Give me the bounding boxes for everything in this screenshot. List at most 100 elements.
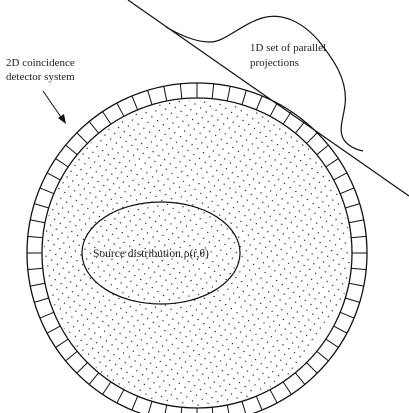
projection-dot: [279, 274, 282, 276]
projection-dot: [315, 333, 317, 335]
projection-dot: [212, 321, 215, 323]
projection-dot: [38, 242, 39, 243]
projection-dot: [196, 198, 198, 200]
projection-dot: [124, 105, 126, 108]
projection-dot: [237, 372, 239, 374]
projection-dot: [214, 245, 216, 247]
projection-dot: [112, 183, 115, 185]
projection-dot: [269, 104, 272, 107]
projection-dot: [218, 239, 220, 242]
projection-dot: [363, 204, 364, 205]
projection-dot: [140, 339, 143, 341]
projection-dot: [160, 54, 161, 55]
projection-dot: [54, 279, 56, 281]
projection-dot: [319, 216, 322, 218]
projection-dot: [86, 147, 88, 149]
projection-dot: [271, 114, 273, 117]
projection-dot: [145, 197, 147, 199]
projection-dot: [199, 72, 200, 73]
projection-dot: [78, 269, 80, 272]
projection-dot: [284, 243, 286, 245]
detector-element: [116, 102, 125, 117]
projection-dot: [281, 223, 283, 225]
projection-dot: [383, 175, 384, 176]
projection-dot: [260, 388, 262, 390]
detector-element: [255, 95, 263, 110]
projection-dot: [318, 181, 321, 183]
projection-dot: [204, 187, 206, 189]
projection-dot: [270, 250, 273, 252]
projection-dot: [8, 297, 9, 298]
projection-dot: [59, 333, 61, 335]
projection-dot: [134, 274, 136, 277]
projection-dot: [132, 265, 134, 267]
projection-dot: [215, 220, 217, 222]
projection-dot: [48, 275, 51, 277]
detector-element: [345, 203, 360, 209]
projection-dot: [259, 217, 262, 219]
projection-dot: [256, 172, 259, 174]
projection-dot: [20, 255, 21, 256]
projection-dot: [126, 371, 128, 374]
projection-dot: [222, 63, 223, 64]
projection-dot: [90, 312, 93, 315]
projection-dot: [259, 242, 261, 244]
projection-dot: [200, 167, 202, 169]
projection-dot: [170, 197, 173, 200]
projection-dot: [321, 226, 324, 228]
projection-dot: [136, 284, 138, 286]
projection-dot: [129, 331, 131, 333]
projection-dot: [97, 351, 100, 354]
projection-dot: [252, 289, 254, 291]
projection-dot: [339, 298, 341, 300]
projection-dot: [251, 339, 253, 341]
projection-dot: [97, 291, 99, 293]
projection-dot: [203, 67, 204, 68]
projection-dot: [150, 81, 151, 82]
projection-dot: [377, 197, 378, 198]
projection-dot: [168, 324, 170, 326]
projection-dot: [284, 132, 287, 134]
projection-dot: [183, 155, 185, 157]
projection-dot: [263, 151, 265, 153]
projection-dot: [305, 274, 307, 276]
projection-dot: [264, 100, 266, 103]
projection-dot: [115, 253, 117, 255]
projection-dot: [139, 193, 142, 195]
projection-dot: [313, 323, 316, 325]
projection-dot: [232, 121, 234, 124]
projection-dot: [253, 324, 255, 326]
projection-dot: [197, 122, 199, 125]
projection-dot: [149, 387, 151, 390]
projection-dot: [231, 257, 234, 259]
projection-dot: [285, 363, 288, 365]
projection-dot: [141, 399, 143, 401]
projection-dot: [367, 198, 368, 199]
projection-dot: [269, 130, 271, 132]
projection-dot: [362, 229, 363, 230]
detector-element: [65, 350, 78, 362]
projection-dot: [255, 248, 257, 250]
projection-dot: [252, 203, 254, 205]
projection-dot: [297, 175, 299, 177]
projection-dot: [106, 375, 109, 377]
projection-dot: [206, 257, 208, 259]
detector-element: [316, 144, 329, 156]
projection-dot: [332, 199, 334, 201]
projection-dot: [227, 373, 229, 376]
projection-dot: [146, 87, 147, 88]
projection-dot: [286, 167, 288, 169]
projection-dot: [276, 254, 278, 256]
projection-dot: [118, 212, 120, 214]
projection-dot: [160, 79, 161, 80]
projection-dot: [190, 109, 192, 111]
projection-dot: [210, 165, 212, 168]
projection-dot: [319, 327, 321, 329]
projection-dot: [352, 171, 353, 172]
projection-dot: [236, 397, 238, 399]
projection-dot: [240, 135, 242, 137]
projection-dot: [111, 319, 114, 321]
projection-dot: [203, 383, 206, 385]
projection-dot: [275, 390, 277, 392]
projection-dot: [121, 317, 124, 319]
